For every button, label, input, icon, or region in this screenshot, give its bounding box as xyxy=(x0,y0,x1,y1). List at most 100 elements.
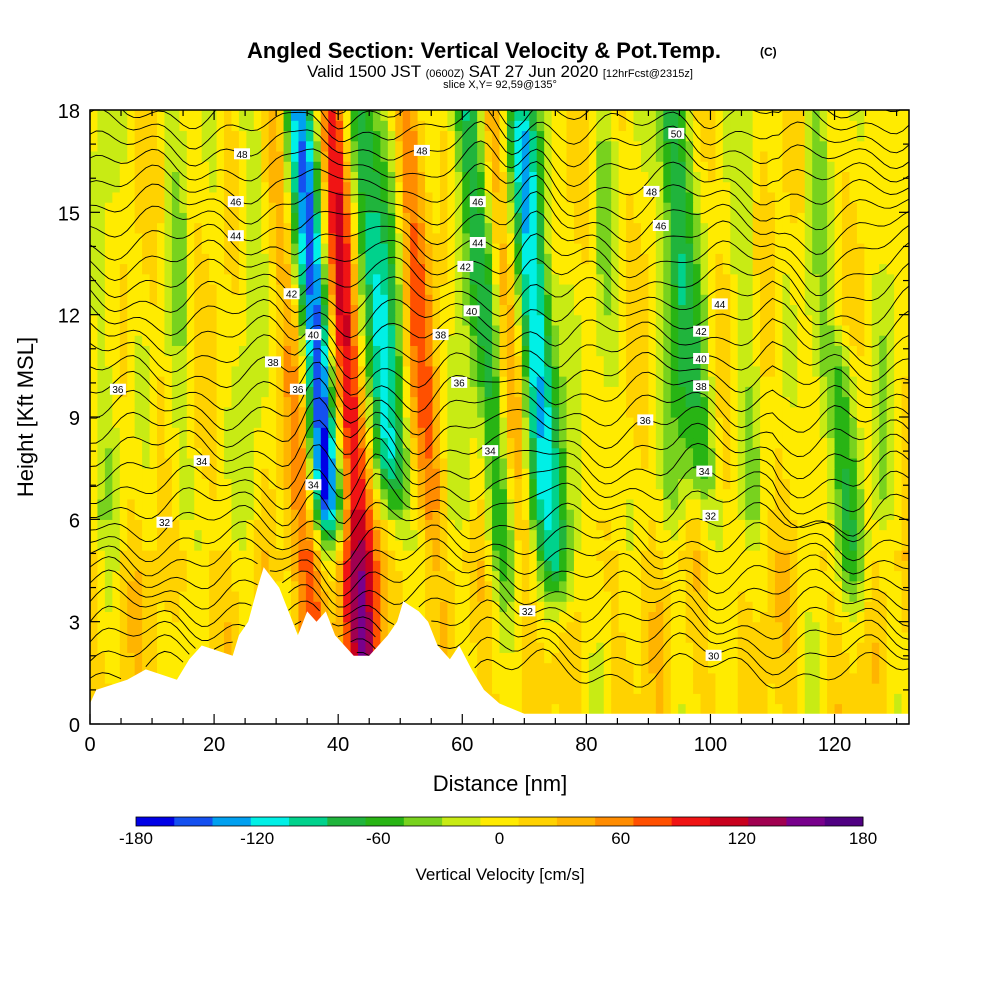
velocity-cell xyxy=(559,355,568,367)
velocity-cell xyxy=(581,488,590,500)
velocity-cell xyxy=(171,355,180,367)
velocity-cell xyxy=(492,550,501,561)
velocity-cell xyxy=(365,468,374,479)
velocity-cell xyxy=(417,386,426,398)
velocity-cell xyxy=(678,580,687,592)
velocity-cell xyxy=(194,601,203,613)
velocity-cell xyxy=(469,324,478,336)
velocity-cell xyxy=(134,447,143,459)
velocity-cell xyxy=(97,468,106,479)
velocity-cell xyxy=(313,498,322,510)
velocity-cell xyxy=(216,314,225,326)
velocity-cell xyxy=(722,550,731,561)
velocity-cell xyxy=(804,417,813,428)
velocity-cell xyxy=(410,386,419,398)
velocity-cell xyxy=(871,652,880,664)
velocity-cell xyxy=(134,621,143,633)
velocity-cell xyxy=(611,509,620,520)
velocity-cell xyxy=(730,693,739,705)
velocity-cell xyxy=(417,457,426,469)
velocity-cell xyxy=(387,570,396,582)
velocity-cell xyxy=(663,550,672,561)
velocity-cell xyxy=(573,550,582,561)
velocity-cell xyxy=(789,693,798,705)
velocity-cell xyxy=(358,283,367,295)
velocity-cell xyxy=(566,314,575,326)
velocity-cell xyxy=(305,417,314,428)
velocity-cell xyxy=(588,376,597,387)
velocity-cell xyxy=(626,539,635,551)
velocity-cell xyxy=(626,693,635,705)
velocity-cell xyxy=(372,355,381,367)
velocity-cell xyxy=(104,672,113,684)
velocity-cell xyxy=(201,294,210,306)
velocity-cell xyxy=(104,498,113,510)
velocity-cell xyxy=(678,396,687,408)
velocity-cell xyxy=(149,601,158,613)
velocity-cell xyxy=(551,642,560,653)
velocity-cell xyxy=(804,683,813,694)
velocity-cell xyxy=(663,529,672,541)
velocity-cell xyxy=(209,263,218,275)
velocity-cell xyxy=(752,509,761,520)
velocity-cell xyxy=(841,294,851,306)
velocity-cell xyxy=(514,529,523,541)
velocity-cell xyxy=(224,580,233,592)
velocity-cell xyxy=(231,447,240,459)
velocity-cell xyxy=(142,468,151,479)
velocity-cell xyxy=(104,488,113,500)
velocity-cell xyxy=(298,468,307,479)
velocity-cell xyxy=(447,509,456,520)
velocity-cell xyxy=(700,335,709,346)
velocity-cell xyxy=(119,642,128,653)
velocity-cell xyxy=(596,601,605,613)
velocity-cell xyxy=(596,447,605,459)
velocity-cell xyxy=(410,314,419,326)
velocity-cell xyxy=(432,345,441,357)
velocity-cell xyxy=(894,437,903,449)
velocity-cell xyxy=(417,273,426,285)
velocity-cell xyxy=(648,314,657,326)
velocity-cell xyxy=(611,570,620,582)
velocity-cell xyxy=(603,550,612,561)
velocity-cell xyxy=(335,427,344,439)
velocity-cell xyxy=(648,263,657,275)
velocity-cell xyxy=(186,294,195,306)
velocity-cell xyxy=(827,703,836,715)
velocity-cell xyxy=(670,396,679,408)
velocity-cell xyxy=(774,519,784,531)
velocity-cell xyxy=(380,570,389,582)
velocity-cell xyxy=(879,447,888,459)
velocity-cell xyxy=(335,498,344,510)
velocity-cell xyxy=(395,539,404,551)
velocity-cell xyxy=(670,406,679,418)
velocity-cell xyxy=(730,519,739,531)
velocity-cell xyxy=(648,345,657,357)
velocity-cell xyxy=(678,601,687,613)
velocity-cell xyxy=(626,662,635,674)
velocity-cell xyxy=(276,580,285,592)
velocity-cell xyxy=(670,294,679,306)
velocity-cell xyxy=(201,437,210,449)
velocity-cell xyxy=(529,631,538,643)
velocity-cell xyxy=(268,263,277,275)
velocity-cell xyxy=(596,417,605,428)
velocity-cell xyxy=(901,631,909,643)
velocity-cell xyxy=(127,427,136,439)
velocity-cell xyxy=(767,468,776,479)
velocity-cell xyxy=(283,509,292,520)
velocity-cell xyxy=(179,283,188,295)
velocity-cell xyxy=(506,631,515,643)
velocity-cell xyxy=(224,642,233,653)
velocity-cell xyxy=(134,652,143,664)
velocity-cell xyxy=(804,601,813,613)
velocity-cell xyxy=(760,570,769,582)
velocity-cell xyxy=(566,376,575,387)
velocity-cell xyxy=(432,457,441,469)
velocity-cell xyxy=(640,621,650,633)
velocity-cell xyxy=(454,488,463,500)
velocity-cell xyxy=(648,324,657,336)
velocity-cell xyxy=(573,539,582,551)
velocity-cell xyxy=(372,447,381,459)
velocity-cell xyxy=(737,396,746,408)
